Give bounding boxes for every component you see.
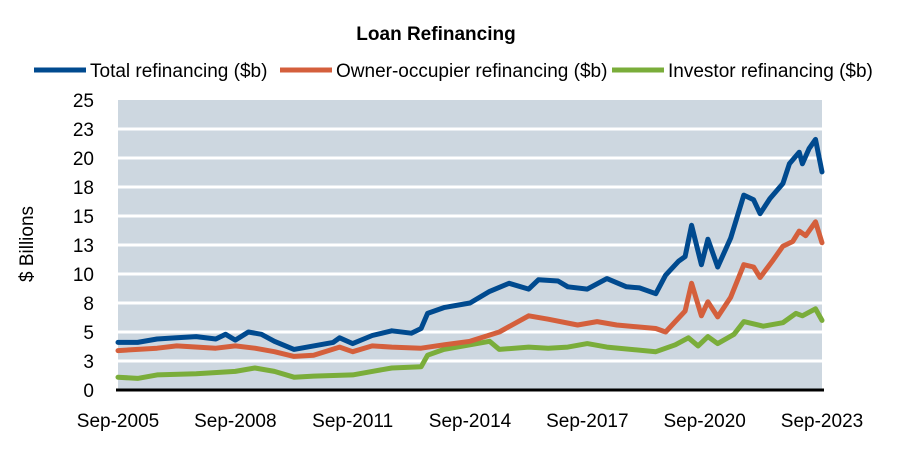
y-tick-label: 13: [73, 236, 94, 257]
legend-label: Investor refinancing ($b): [668, 61, 873, 82]
x-tick-label: Sep-2005: [77, 411, 159, 432]
y-tick-label: 23: [73, 120, 94, 141]
y-tick-label: 15: [73, 207, 94, 228]
legend-label: Owner-occupier refinancing ($b): [336, 61, 607, 82]
y-tick-label: 8: [83, 294, 94, 315]
x-tick-label: Sep-2011: [312, 411, 393, 432]
y-tick-label: 18: [73, 178, 94, 199]
x-tick-label: Sep-2017: [546, 411, 628, 432]
chart-title: Loan Refinancing: [356, 24, 515, 45]
y-tick-label: 25: [73, 91, 94, 112]
y-tick-label: 5: [83, 323, 94, 344]
x-tick-label: Sep-2020: [663, 411, 745, 432]
y-axis-ticks: 0 3 5 8 10 13 15 18 20 23 25: [73, 91, 94, 402]
series-line: [115, 136, 825, 352]
series-line: [115, 306, 825, 381]
x-axis-ticks: Sep-2005 Sep-2008 Sep-2011 Sep-2014 Sep-2017…: [77, 411, 863, 432]
legend-label: Total refinancing ($b): [90, 61, 267, 82]
y-tick-label: 10: [73, 265, 94, 286]
x-tick-label: Sep-2008: [194, 411, 276, 432]
y-tick-label: 20: [73, 149, 94, 170]
y-axis-label: $ Billions: [17, 206, 38, 282]
y-tick-label: 0: [83, 381, 94, 402]
x-tick-label: Sep-2014: [429, 411, 512, 432]
legend: Total refinancing ($b) Owner-occupier ref…: [34, 61, 873, 82]
y-tick-label: 3: [83, 352, 94, 373]
series-line: [115, 219, 825, 359]
series-lines: [115, 136, 825, 381]
x-tick-label: Sep-2023: [781, 411, 863, 432]
